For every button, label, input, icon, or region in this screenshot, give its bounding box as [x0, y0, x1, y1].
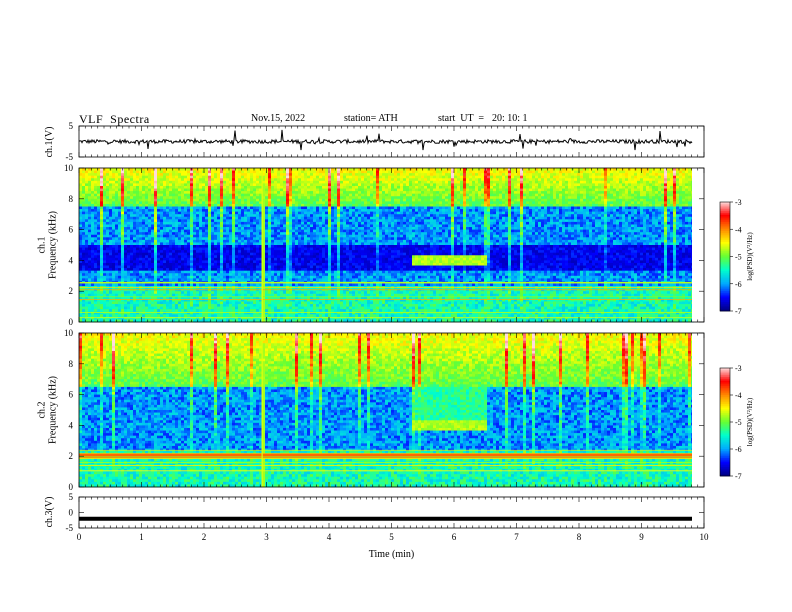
y-tick-label: 10	[64, 328, 74, 338]
colorbar-tick-label: -6	[735, 445, 742, 454]
colorbar-tick-label: -6	[735, 280, 742, 289]
x-tick-label: 4	[327, 532, 332, 542]
x-tick-label: 10	[700, 532, 710, 542]
x-tick-label: 1	[139, 532, 144, 542]
ch1-colorbar-label: log(PSD)(V²/Hz)	[746, 232, 754, 281]
ch2-spectrogram-blank	[692, 333, 704, 487]
colorbar-tick-label: -5	[735, 418, 742, 427]
y-tick-label: 4	[69, 255, 74, 265]
x-tick-label: 0	[77, 532, 82, 542]
colorbar-tick-label: -3	[735, 364, 742, 373]
y-tick-label: 2	[69, 451, 74, 461]
y-tick-label: 2	[69, 286, 74, 296]
y-tick-label: 0	[69, 482, 74, 492]
start-ut-value: 20: 10: 1	[492, 113, 528, 124]
y-tick-label: 0	[69, 317, 74, 327]
y-tick-label: 0	[69, 508, 74, 518]
y-tick-label: 5	[69, 492, 74, 502]
y-tick-label: 5	[69, 121, 74, 131]
colorbar-tick-label: -7	[735, 472, 742, 481]
start-ut-label: start UT =	[438, 113, 484, 124]
ch2-spectrogram-ylabel: Frequency (kHz)	[48, 376, 59, 444]
ch1-spectrogram-ylabel: Frequency (kHz)	[48, 211, 59, 279]
x-tick-label: 8	[577, 532, 582, 542]
ch2-colorbar	[720, 368, 730, 477]
colorbar-tick-label: -5	[735, 253, 742, 262]
ch1-spectrogram-ylabel: ch.1	[37, 237, 48, 254]
ch2-spectrogram-heatmap	[79, 333, 704, 488]
ch1-spectrogram-blank	[692, 168, 704, 322]
ch3-waveform-ylabel: ch.3(V)	[44, 497, 55, 528]
date-label: Nov.15, 2022	[251, 113, 305, 124]
ch1-spectrogram-heatmap	[79, 168, 704, 323]
x-tick-label: 7	[514, 532, 519, 542]
y-tick-label: 10	[64, 163, 74, 173]
y-tick-label: 8	[69, 194, 74, 204]
ch2-spectrogram-ylabel: ch.2	[37, 402, 48, 419]
x-tick-label: 5	[389, 532, 394, 542]
colorbar-tick-label: -7	[735, 307, 742, 316]
y-tick-label: 4	[69, 420, 74, 430]
figure-title: VLF Spectra	[79, 112, 150, 127]
station-label: station= ATH	[344, 113, 398, 124]
colorbar-tick-label: -4	[735, 225, 742, 234]
ch1-waveform-line	[78, 129, 693, 151]
y-tick-label: -5	[66, 152, 74, 162]
y-tick-label: 6	[69, 390, 74, 400]
ch1-colorbar	[720, 202, 730, 312]
x-tick-label: 3	[264, 532, 269, 542]
ch2-colorbar-label: log(PSD)(V²/Hz)	[746, 397, 754, 446]
y-tick-label: -5	[66, 523, 74, 533]
x-axis-label: Time (min)	[369, 549, 414, 560]
colorbar-tick-label: -3	[735, 198, 742, 207]
ch1-waveform-ylabel: ch.1(V)	[44, 127, 55, 158]
x-tick-label: 2	[202, 532, 207, 542]
y-tick-label: 8	[69, 359, 74, 369]
x-tick-label: 6	[452, 532, 457, 542]
colorbar-tick-label: -4	[735, 391, 742, 400]
x-tick-label: 9	[639, 532, 644, 542]
y-tick-label: 6	[69, 225, 74, 235]
